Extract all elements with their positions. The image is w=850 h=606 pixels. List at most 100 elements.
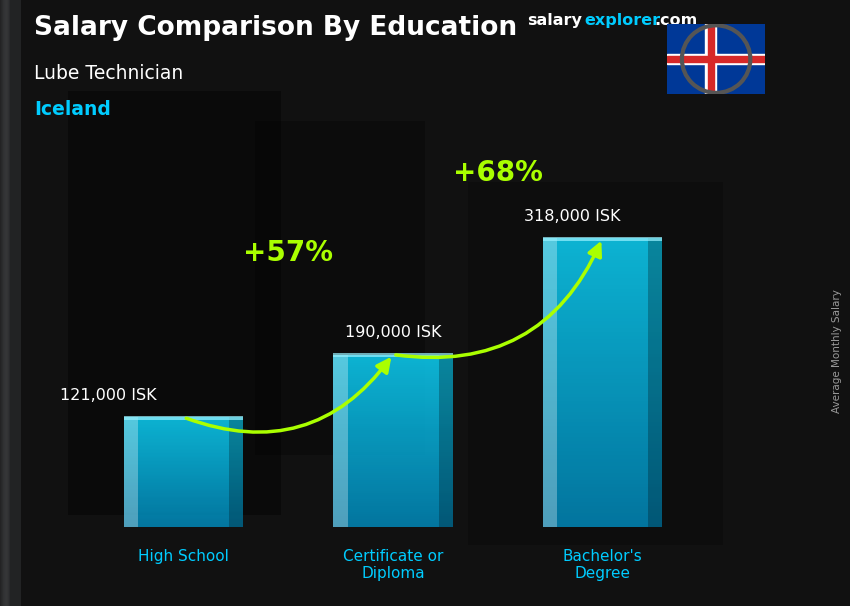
Bar (124, 431, 243, 432)
Bar (542, 401, 662, 404)
Bar (333, 421, 453, 424)
Bar (333, 461, 453, 462)
Bar (124, 490, 243, 491)
Bar (333, 484, 453, 486)
Bar (333, 512, 453, 514)
Bar (124, 482, 243, 483)
Bar (5, 0, 16, 606)
Text: Lube Technician: Lube Technician (34, 64, 184, 82)
Bar (124, 475, 243, 476)
Bar (333, 454, 453, 456)
Bar (542, 516, 662, 520)
Bar (333, 497, 453, 499)
Bar (333, 451, 453, 454)
Bar (124, 502, 243, 504)
Bar (333, 381, 453, 382)
Bar (542, 444, 662, 448)
Bar (124, 453, 243, 454)
Bar (333, 447, 453, 450)
Bar (124, 501, 243, 502)
Bar (124, 432, 243, 434)
Bar (542, 237, 662, 241)
Bar (124, 488, 243, 490)
Bar (0, 0, 10, 606)
Bar (542, 368, 662, 372)
Bar (333, 436, 453, 439)
Bar (667, 56, 765, 62)
Bar (542, 332, 662, 336)
Bar (3, 0, 14, 606)
Bar (124, 436, 243, 438)
Bar (124, 417, 243, 419)
Bar (10, 0, 21, 606)
Bar (124, 442, 243, 444)
Bar (333, 419, 453, 421)
Bar (333, 404, 453, 406)
Bar (542, 271, 662, 275)
Bar (8, 0, 19, 606)
Bar (124, 417, 138, 527)
Bar (333, 478, 453, 480)
Bar (333, 400, 453, 402)
Bar (7, 0, 18, 606)
Bar (333, 432, 453, 435)
Bar (542, 267, 662, 271)
Bar (4, 0, 15, 606)
Bar (124, 420, 243, 421)
Bar (124, 428, 243, 430)
Bar (648, 238, 662, 527)
Bar (542, 318, 662, 321)
Bar (333, 525, 453, 527)
Bar (333, 462, 453, 465)
Bar (124, 474, 243, 475)
Bar (3, 0, 13, 606)
Bar (333, 389, 453, 391)
Bar (333, 370, 453, 371)
Text: salary: salary (527, 13, 582, 28)
Bar (333, 367, 453, 370)
Bar (542, 509, 662, 513)
Bar (333, 501, 453, 504)
Bar (542, 264, 662, 267)
Bar (542, 498, 662, 502)
Bar (333, 363, 453, 365)
Bar (7, 0, 17, 606)
Bar (333, 465, 453, 467)
Bar (708, 24, 714, 94)
Bar (124, 456, 243, 457)
Bar (333, 391, 453, 393)
Bar (542, 256, 662, 260)
Bar (9, 0, 20, 606)
Bar (0, 0, 11, 606)
Bar (124, 483, 243, 485)
Bar (542, 238, 557, 527)
Bar (7, 0, 18, 606)
Bar (124, 467, 243, 468)
Bar (542, 422, 662, 426)
Bar (542, 404, 662, 408)
Bar (2, 0, 13, 606)
Bar (3, 0, 14, 606)
Bar (542, 376, 662, 379)
Bar (333, 456, 453, 458)
Bar (542, 415, 662, 419)
Bar (8, 0, 20, 606)
Bar (10, 0, 20, 606)
Bar (333, 458, 453, 461)
Bar (542, 513, 662, 516)
Bar (542, 303, 662, 307)
Bar (333, 443, 453, 445)
Bar (333, 508, 453, 510)
Bar (542, 285, 662, 288)
Bar (542, 314, 662, 318)
Bar (333, 413, 453, 415)
Bar (124, 449, 243, 450)
Bar (2, 0, 13, 606)
Bar (124, 524, 243, 526)
Bar (124, 430, 243, 431)
Bar (3, 0, 14, 606)
Bar (542, 325, 662, 328)
Bar (7, 0, 17, 606)
Bar (1, 0, 11, 606)
Bar (124, 515, 243, 516)
